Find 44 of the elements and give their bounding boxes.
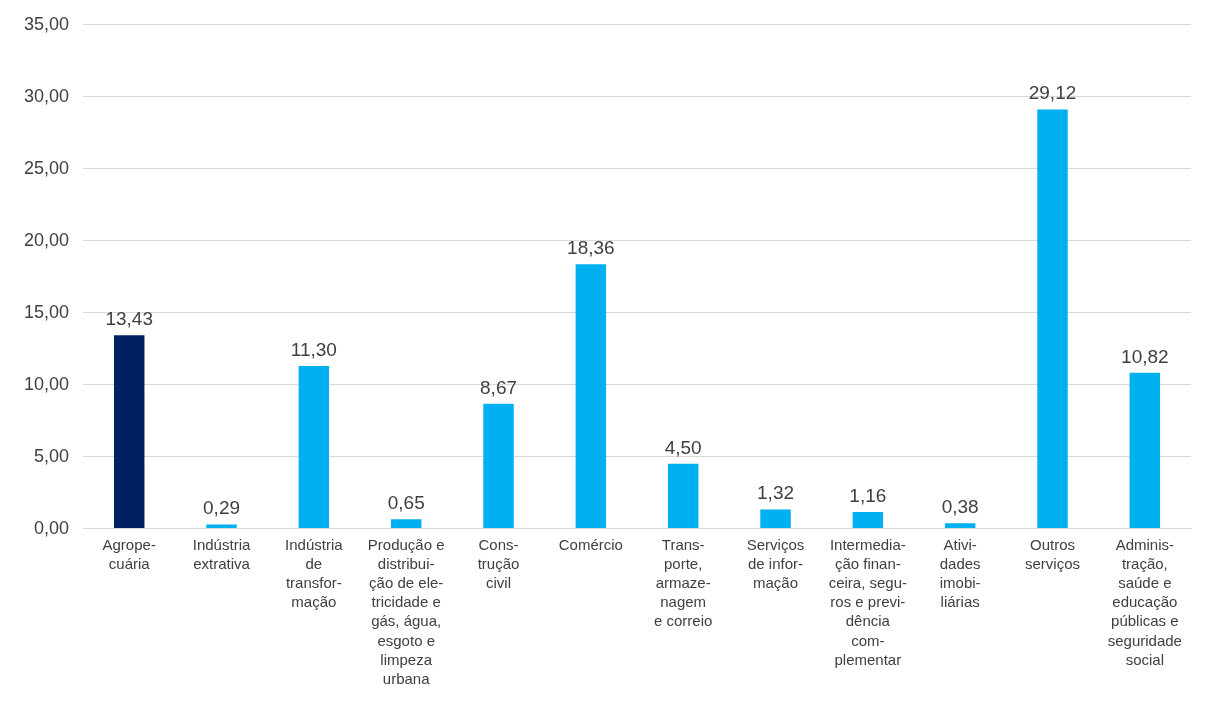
x-tick-label: Outros serviços [1025,536,1081,573]
y-tick-label: 35,00 [24,13,70,34]
y-tick-label: 10,00 [24,373,70,394]
data-label: 13,43 [105,308,153,330]
bar [113,335,145,529]
x-tick-label: Adminis- tração, saúde e educação públicas e seguridade social [1107,536,1182,668]
y-tick-label: 30,00 [24,85,70,106]
y-tick-label: 20,00 [24,229,70,250]
bar [944,523,976,529]
data-label: 8,67 [480,376,518,398]
bar [206,524,237,529]
data-label: 10,82 [1121,345,1169,367]
x-tick-label: Comércio [558,536,623,554]
bar [852,511,884,529]
y-tick-label: 15,00 [24,301,70,322]
bar [575,264,607,529]
data-label: 4,50 [664,436,702,458]
x-tick-label: Serviços de infor- mação [746,536,805,592]
x-tick-label: Agrope- cuária [102,536,156,573]
data-label: 11,30 [290,338,337,360]
bar [298,365,330,529]
x-tick-label: Indústria de transfor- mação [285,536,344,611]
y-tick-label: 0,00 [34,517,70,538]
data-label: 0,38 [941,495,979,517]
data-label: 0,29 [203,497,241,519]
data-label: 29,12 [1028,82,1077,104]
x-tick-label: Ativi- dades imobi- liárias [939,536,981,611]
y-tick-label: 25,00 [24,157,70,178]
bar [667,463,699,529]
x-tick-label: Trans- porte, armaze- nagem e correio [654,536,713,630]
bar [483,403,514,529]
data-label: 0,65 [387,491,425,513]
y-tick-label: 5,00 [34,445,70,466]
x-tick-label: Intermedia- ção finan- ceira, segu- ros e previ- dência com- plementar [828,536,908,668]
x-tick-label: Produção e distribui- ção de ele- tricidade e gás, água, esgoto e limpeza urbana [367,536,445,687]
x-tick-label: Cons- trução civil [477,536,520,592]
data-label: 18,36 [567,237,615,259]
bar [390,519,422,529]
data-label: 1,16 [849,484,887,506]
data-label: 1,32 [757,482,795,504]
bar [1129,372,1161,529]
x-tick-label: Indústria extrativa [192,536,251,573]
bar [760,509,791,529]
bar [1037,109,1068,529]
